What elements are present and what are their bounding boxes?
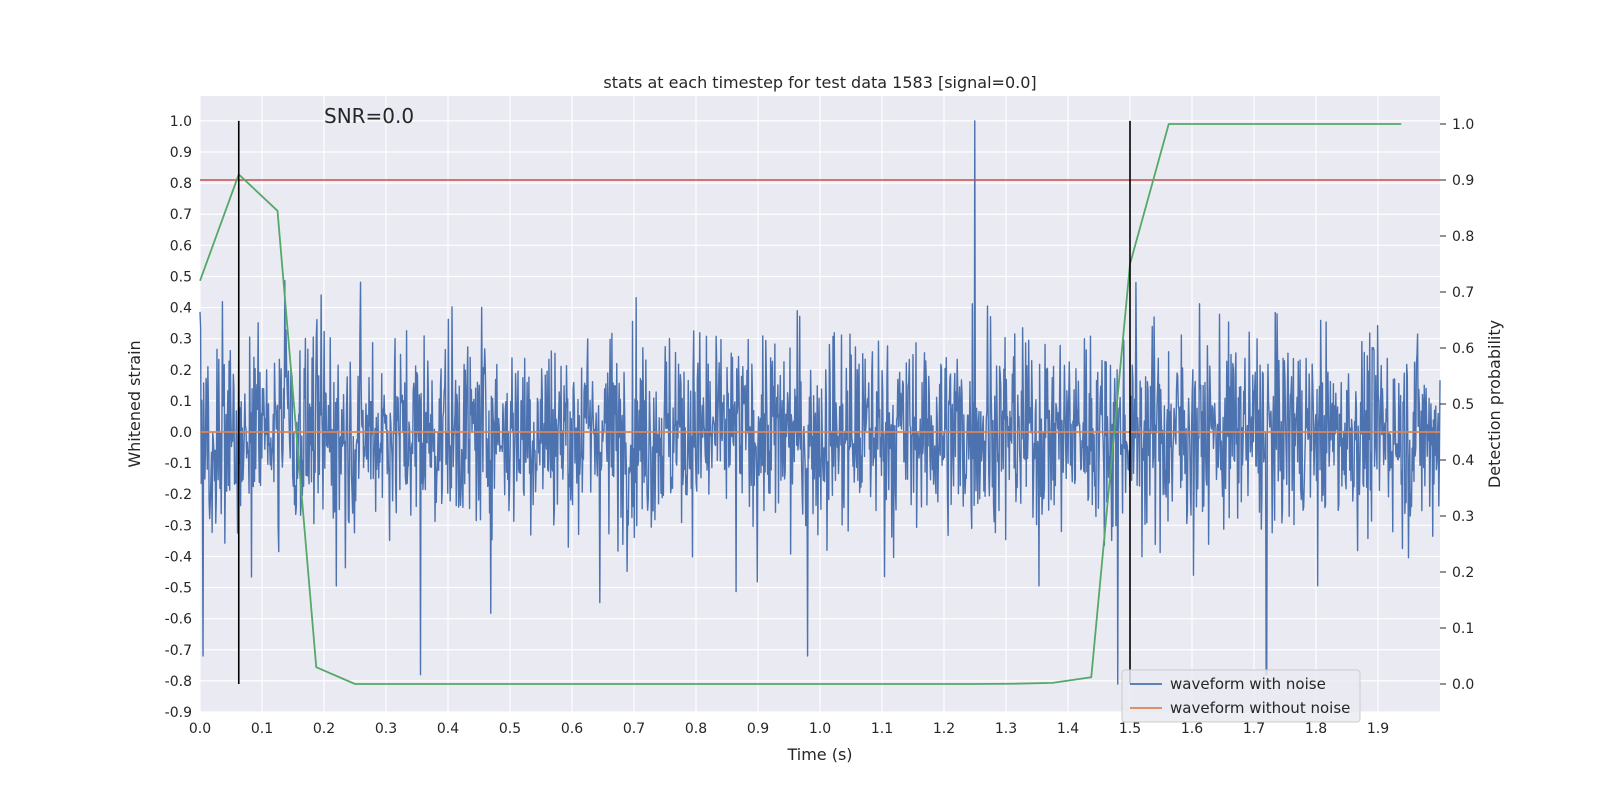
snr-annotation: SNR=0.0 (324, 104, 414, 128)
chart-title: stats at each timestep for test data 158… (603, 73, 1036, 92)
x-tick-label: 0.3 (375, 721, 397, 737)
y-tick-label: 0.1 (170, 394, 192, 410)
y-tick-label: 0.6 (170, 238, 192, 254)
y2-tick-label: 0.5 (1452, 397, 1474, 413)
x-tick-label: 1.0 (809, 721, 831, 737)
x-tick-label: 1.6 (1181, 721, 1203, 737)
y-axis-label: Whitened strain (125, 340, 144, 467)
y-tick-label: -0.6 (165, 612, 192, 628)
y-tick-label: 0.3 (170, 332, 192, 348)
y-tick-label: -0.7 (165, 643, 192, 659)
legend-label-clean: waveform without noise (1170, 699, 1350, 717)
x-tick-label: 1.2 (933, 721, 955, 737)
y-tick-label: -0.8 (165, 674, 192, 690)
y2-tick-label: 0.4 (1452, 453, 1474, 469)
grid-lines (199, 96, 1440, 713)
x-tick-label: 0.0 (189, 721, 211, 737)
x-tick-label: 1.9 (1367, 721, 1389, 737)
y2-tick-label: 0.8 (1452, 229, 1474, 245)
y-tick-label: -0.2 (165, 487, 192, 503)
y2-tick-label: 0.2 (1452, 565, 1474, 581)
y2-tick-label: 0.7 (1452, 285, 1474, 301)
y-tick-label: 0.8 (170, 176, 192, 192)
x-axis-ticks: 0.0 0.1 0.2 0.3 0.4 0.5 0.6 0.7 0.8 0.9 1.0 1.1 1.2 1… (189, 721, 1389, 737)
x-tick-label: 1.3 (995, 721, 1017, 737)
x-tick-label: 1.8 (1305, 721, 1327, 737)
x-tick-label: 0.7 (623, 721, 645, 737)
x-tick-label: 1.5 (1119, 721, 1141, 737)
x-tick-label: 0.8 (685, 721, 707, 737)
y-tick-label: 0.0 (170, 425, 192, 441)
y-axis-ticks: 1.0 0.9 0.8 0.7 0.6 0.5 0.4 0.3 0.2 0.1 0.0 -0.1 -0.… (165, 114, 192, 721)
y2-tick-label: 0.1 (1452, 621, 1474, 637)
x-tick-label: 1.4 (1057, 721, 1079, 737)
y-tick-label: -0.4 (165, 549, 192, 565)
y2-tick-label: 0.3 (1452, 509, 1474, 525)
legend-box (1121, 669, 1361, 723)
y-tick-label: 0.4 (170, 301, 192, 317)
y2-tick-label: 0.9 (1452, 173, 1474, 189)
x-tick-label: 0.6 (561, 721, 583, 737)
y-tick-label: -0.1 (165, 456, 192, 472)
series-waveform-with-noise (199, 120, 1441, 685)
y-tick-label: -0.3 (165, 518, 192, 534)
y2-axis-label: Detection probability (1485, 320, 1504, 488)
x-tick-label: 0.9 (747, 721, 769, 737)
y2-tick-label: 1.0 (1452, 117, 1474, 133)
y-tick-label: 0.5 (170, 269, 192, 285)
x-tick-label: 0.5 (499, 721, 521, 737)
y-tick-label: 0.9 (170, 145, 192, 161)
legend: waveform with noise waveform without noi… (1121, 669, 1361, 723)
x-tick-label: 0.1 (251, 721, 273, 737)
y-tick-label: 0.7 (170, 207, 192, 223)
x-tick-label: 0.2 (313, 721, 335, 737)
y-tick-label: 0.2 (170, 363, 192, 379)
y-tick-label: -0.9 (165, 705, 192, 721)
legend-label-noise: waveform with noise (1170, 675, 1326, 693)
y-tick-label: -0.5 (165, 581, 192, 597)
x-axis-label: Time (s) (786, 745, 852, 764)
x-tick-label: 1.1 (871, 721, 893, 737)
y2-tick-label: 0.6 (1452, 341, 1474, 357)
series-detection-probability (199, 123, 1402, 685)
y-tick-label: 1.0 (170, 114, 192, 130)
y2-axis-ticks: 1.0 0.9 0.8 0.7 0.6 0.5 0.4 0.3 0.2 0.1 0.0 (1440, 117, 1474, 693)
series-lines (199, 120, 1441, 685)
x-tick-label: 1.7 (1243, 721, 1265, 737)
y2-tick-label: 0.0 (1452, 677, 1474, 693)
x-tick-label: 0.4 (437, 721, 459, 737)
